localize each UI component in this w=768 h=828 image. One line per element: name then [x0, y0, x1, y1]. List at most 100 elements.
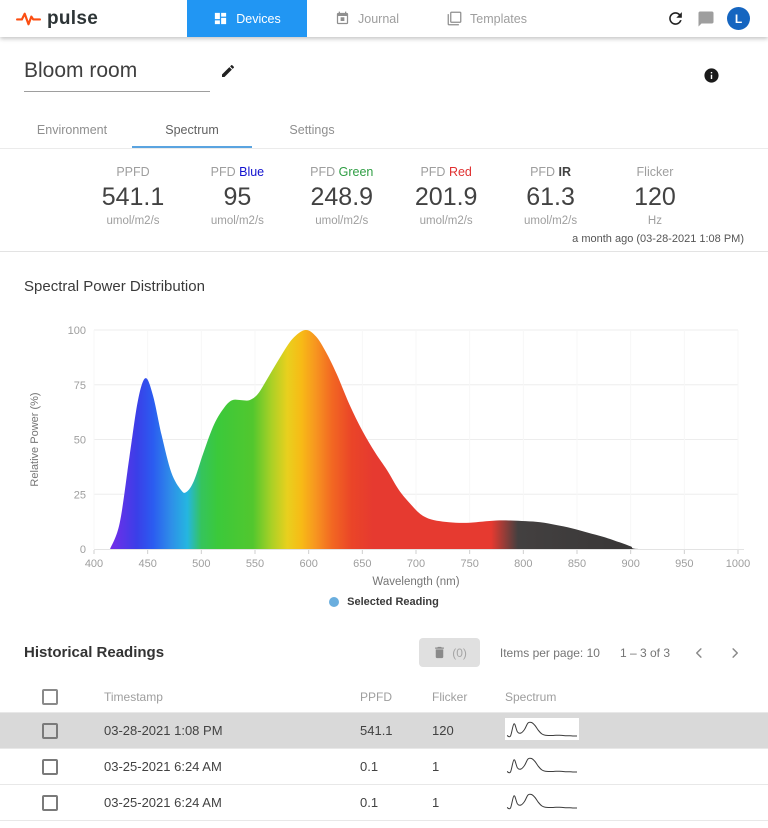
stat-ppfd: PPFD 541.1 umol/m2/s	[82, 165, 184, 227]
cell-timestamp: 03-28-2021 1:08 PM	[104, 723, 223, 738]
cell-flicker: 1	[432, 759, 440, 774]
cell-spectrum	[505, 718, 768, 743]
stat-label: PFD Red	[420, 165, 472, 179]
items-per-page[interactable]: Items per page: 10	[499, 645, 600, 660]
stat-unit: Hz	[647, 215, 662, 227]
stat-label: PFD IR	[530, 165, 572, 179]
table-row[interactable]: 03-28-2021 1:08 PM 541.1 120	[0, 713, 768, 749]
history-header: Historical Readings (0) Items per page: …	[24, 638, 744, 667]
templates-icon	[447, 11, 462, 26]
tab-settings[interactable]: Settings	[289, 123, 335, 137]
user-avatar[interactable]: L	[727, 7, 750, 30]
spd-area-series	[110, 329, 738, 549]
history-table: Timestamp PPFD Flicker Spectrum 03-28-2021 1…	[0, 681, 768, 821]
svg-text:50: 50	[74, 435, 86, 447]
stat-unit: umol/m2/s	[315, 215, 369, 227]
table-row[interactable]: 03-25-2021 6:24 AM 0.1 1	[0, 749, 768, 785]
device-header: Bloom room	[24, 59, 744, 105]
stats-row: PPFD 541.1 umol/m2/s PFD Blue 95 umol/m2/s PFD…	[0, 149, 768, 227]
prev-page-button[interactable]	[690, 644, 708, 662]
stat-value: 95	[223, 183, 252, 211]
legend-item-selected-reading[interactable]: Selected Reading	[0, 596, 768, 608]
svg-text:25: 25	[74, 489, 86, 501]
svg-text:650: 650	[353, 558, 371, 570]
stat-label: PFD Blue	[210, 165, 265, 179]
stat-value: 201.9	[414, 183, 478, 211]
device-name-field[interactable]: Bloom room	[24, 59, 210, 92]
pulse-logo[interactable]: pulse	[0, 0, 187, 37]
nav-tab-templates[interactable]: Templates	[427, 0, 547, 37]
stat-pfd-red: PFD Red 201.9 umol/m2/s	[395, 165, 497, 227]
table-row[interactable]: 03-25-2021 6:24 AM 0.1 1	[0, 785, 768, 821]
legend-marker	[329, 597, 340, 607]
cell-timestamp: 03-25-2021 6:24 AM	[104, 759, 222, 774]
nav-spacer	[547, 0, 666, 37]
svg-text:800: 800	[514, 558, 532, 570]
nav-right-actions: L	[666, 0, 768, 37]
svg-text:550: 550	[246, 558, 264, 570]
next-page-button[interactable]	[726, 644, 744, 662]
nav-tab-label: Journal	[358, 11, 399, 26]
select-all-checkbox[interactable]	[42, 688, 58, 705]
stat-unit: umol/m2/s	[419, 215, 473, 227]
column-header-flicker: Flicker	[432, 689, 468, 704]
svg-text:400: 400	[85, 558, 103, 570]
row-checkbox[interactable]	[42, 758, 58, 775]
svg-text:500: 500	[192, 558, 210, 570]
calendar-icon	[336, 11, 349, 25]
stat-label-accent: IR	[558, 165, 572, 179]
nav-tab-label: Templates	[470, 11, 527, 26]
feedback-button[interactable]	[697, 10, 715, 28]
stat-value: 248.9	[310, 183, 374, 211]
chevron-left-icon	[696, 647, 702, 658]
svg-text:850: 850	[568, 558, 586, 570]
reading-timestamp: a month ago (03-28-2021 1:08 PM)	[572, 233, 744, 245]
cell-spectrum	[505, 754, 768, 779]
refresh-button[interactable]	[666, 9, 685, 28]
stat-label: PPFD	[116, 165, 150, 179]
reading-summary: PPFD 541.1 umol/m2/s PFD Blue 95 umol/m2/s PFD…	[0, 149, 768, 252]
chat-bubble-icon	[698, 11, 714, 26]
cell-ppfd: 541.1	[360, 723, 393, 738]
nav-tab-journal[interactable]: Journal	[307, 0, 427, 37]
stat-unit: umol/m2/s	[106, 215, 160, 227]
stat-label: PFD Green	[310, 165, 374, 179]
svg-text:900: 900	[621, 558, 639, 570]
tab-spectrum[interactable]: Spectrum	[132, 113, 252, 148]
nav-tab-devices[interactable]: Devices	[187, 0, 307, 37]
pulse-waveform-icon	[16, 12, 41, 26]
stat-flicker: Flicker 120 Hz	[604, 165, 706, 227]
trash-icon	[435, 646, 445, 659]
device-tabs: Environment Spectrum Settings	[0, 113, 768, 149]
chevron-right-icon	[732, 647, 738, 658]
y-axis-label: Relative Power (%)	[29, 392, 41, 486]
info-icon	[704, 68, 719, 83]
row-checkbox[interactable]	[42, 794, 58, 811]
cell-ppfd: 0.1	[360, 759, 379, 774]
svg-text:0: 0	[80, 544, 86, 556]
edit-name-button[interactable]	[220, 63, 236, 92]
stat-pfd-blue: PFD Blue 95 umol/m2/s	[186, 165, 288, 227]
x-axis-label: Wavelength (nm)	[372, 576, 459, 588]
column-header-ppfd: PPFD	[360, 689, 393, 704]
svg-text:700: 700	[407, 558, 425, 570]
svg-text:1000: 1000	[726, 558, 750, 570]
stat-value: 120	[634, 183, 676, 211]
history-title: Historical Readings	[24, 644, 165, 661]
spectrum-sparkline	[506, 793, 578, 810]
stat-label-accent: Blue	[239, 165, 265, 179]
svg-text:750: 750	[460, 558, 478, 570]
stat-label-accent: Green	[338, 165, 374, 179]
stat-pfd-ir: PFD IR 61.3 umol/m2/s	[500, 165, 602, 227]
logo-text: pulse	[47, 7, 99, 29]
top-navigation: pulse Devices Journal Templates L	[0, 0, 768, 37]
delete-selected-button[interactable]: (0)	[419, 638, 480, 667]
stat-label: Flicker	[636, 165, 674, 179]
stat-unit: umol/m2/s	[524, 215, 578, 227]
pencil-icon	[222, 64, 235, 77]
tab-environment[interactable]: Environment	[36, 123, 108, 137]
grid-icon	[215, 12, 227, 25]
device-info-button[interactable]	[703, 67, 720, 87]
row-checkbox[interactable]	[42, 722, 58, 739]
chart-title: Spectral Power Distribution	[24, 278, 205, 295]
